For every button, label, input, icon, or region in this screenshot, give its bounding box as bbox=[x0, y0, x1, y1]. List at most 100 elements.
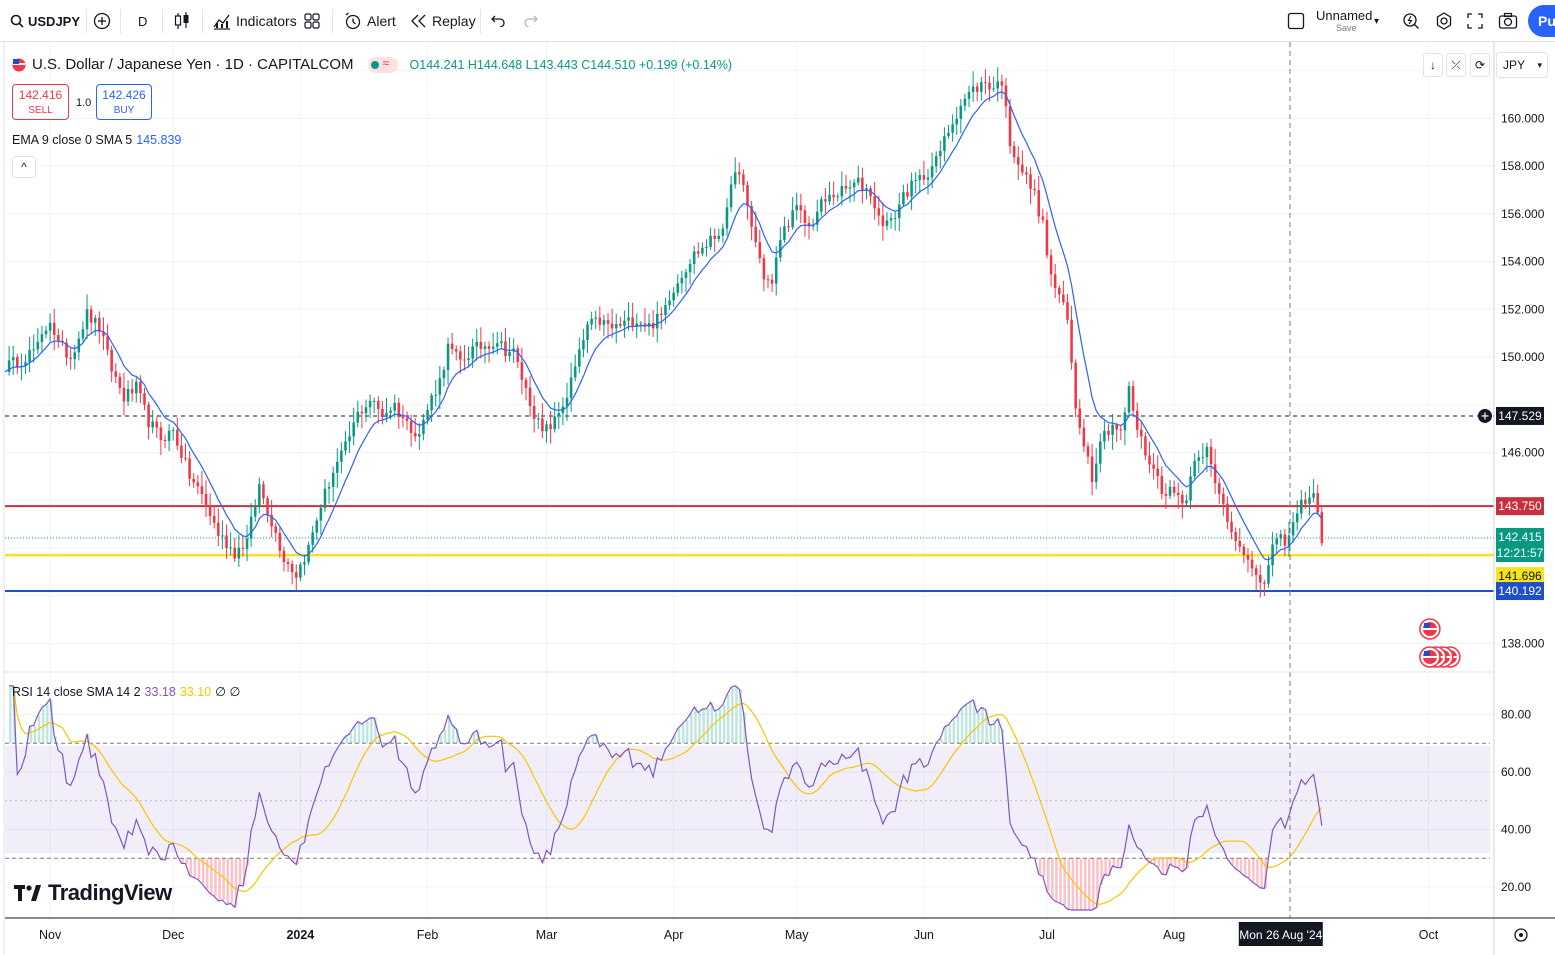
time-axis[interactable]: Nov Dec 2024 Feb Mar Apr May Jun Jul Aug Oct Mon 26… bbox=[39, 922, 1439, 946]
layout-button[interactable] bbox=[1287, 0, 1305, 42]
candle-body bbox=[918, 175, 922, 180]
flag-canton bbox=[1423, 651, 1430, 656]
candle-body bbox=[500, 341, 503, 344]
candle-body bbox=[204, 494, 208, 505]
candle-body bbox=[705, 247, 708, 249]
candle-body bbox=[528, 387, 532, 407]
candle-body bbox=[401, 415, 405, 419]
candle-body bbox=[1140, 429, 1143, 437]
scroll-down-button[interactable]: ↓ bbox=[1423, 53, 1443, 77]
us-flag-event[interactable] bbox=[1419, 618, 1441, 640]
rsi-tick-label: 20.00 bbox=[1501, 880, 1531, 894]
candle-body bbox=[754, 226, 757, 243]
candle-body bbox=[372, 400, 376, 402]
templates-button[interactable] bbox=[304, 0, 320, 42]
time-tick-label: Mar bbox=[536, 928, 558, 942]
candle-body bbox=[865, 188, 868, 191]
candle-body bbox=[364, 407, 368, 414]
candle-body bbox=[955, 118, 958, 125]
candle-body bbox=[1160, 476, 1164, 494]
level-price-badge bbox=[1496, 406, 1544, 425]
publish-button[interactable]: Pu bbox=[1528, 5, 1555, 37]
reset-scale-button[interactable]: ⟳ bbox=[1470, 53, 1490, 77]
us-flag-event-group[interactable] bbox=[1419, 646, 1441, 668]
alert-button[interactable]: Alert bbox=[344, 0, 396, 42]
ema-legend[interactable]: EMA 9 close 0 SMA 5 145.839 bbox=[12, 133, 181, 147]
ema-value: 145.839 bbox=[136, 133, 182, 147]
candle-body bbox=[758, 242, 762, 259]
candle-body bbox=[623, 320, 626, 326]
layout-name: Unnamed bbox=[1316, 7, 1373, 23]
settings-gear-axis[interactable] bbox=[1514, 928, 1528, 942]
redo-button[interactable] bbox=[524, 0, 538, 42]
symbol-search-button[interactable]: USDJPY bbox=[10, 0, 80, 42]
collapse-legend-button[interactable]: ^ bbox=[12, 156, 36, 178]
candle-body bbox=[668, 300, 671, 306]
compare-button[interactable] bbox=[93, 0, 111, 42]
chart-type-button[interactable] bbox=[174, 0, 190, 42]
candle-body bbox=[98, 318, 101, 332]
candle-body bbox=[869, 188, 872, 197]
interval-button[interactable]: D bbox=[138, 13, 148, 29]
quick-search-button[interactable] bbox=[1402, 0, 1420, 42]
candle-body bbox=[713, 235, 716, 239]
candle-body bbox=[639, 323, 643, 325]
candle-body bbox=[1267, 565, 1270, 584]
candle-body bbox=[229, 547, 232, 549]
layout-name-button[interactable]: Unnamed Save bbox=[1316, 0, 1372, 42]
candle-body bbox=[336, 461, 339, 473]
candle-body bbox=[1008, 106, 1012, 147]
candle-body bbox=[856, 177, 860, 183]
replay-button[interactable]: Replay bbox=[411, 0, 476, 42]
candle-body bbox=[171, 429, 175, 431]
sell-button[interactable]: 142.416 SELL bbox=[12, 84, 69, 120]
fullscreen-button[interactable] bbox=[1467, 0, 1483, 42]
candle-body bbox=[508, 351, 511, 357]
event-markers[interactable] bbox=[1419, 618, 1461, 668]
rsi-sma-value: 33.10 bbox=[179, 685, 212, 699]
candle-body bbox=[1271, 544, 1274, 566]
candle-body bbox=[807, 222, 811, 227]
settings-button[interactable] bbox=[1435, 0, 1453, 42]
candle-body bbox=[1033, 188, 1036, 191]
collapse-pane-button[interactable]: ⤫ bbox=[1446, 53, 1466, 77]
candle-body bbox=[377, 400, 380, 409]
buy-button[interactable]: 142.426 BUY bbox=[96, 84, 152, 120]
candle-body bbox=[709, 235, 712, 248]
undo-icon bbox=[491, 15, 505, 27]
candle-body bbox=[828, 194, 831, 202]
candle-body bbox=[1205, 446, 1209, 458]
candle-body bbox=[910, 180, 913, 197]
snapshot-button[interactable] bbox=[1498, 0, 1518, 42]
candle-body bbox=[1283, 534, 1287, 546]
candle-body bbox=[939, 150, 942, 157]
rsi-axis[interactable]: 20.00 40.00 60.00 80.00 bbox=[1501, 708, 1531, 895]
candle-body bbox=[48, 322, 52, 331]
gear-icon[interactable] bbox=[1514, 928, 1528, 942]
candle-body bbox=[959, 105, 963, 119]
candle-body bbox=[914, 179, 917, 181]
candle-body bbox=[672, 292, 675, 301]
candle-body bbox=[393, 402, 396, 411]
rsi-legend[interactable]: RSI 14 close SMA 14 2 33.18 33.10 ∅ ∅ bbox=[12, 684, 240, 699]
candle-body bbox=[1115, 424, 1118, 430]
candle-body bbox=[906, 192, 909, 197]
tradingview-logo[interactable]: TradingView bbox=[14, 880, 172, 906]
currency-select[interactable]: JPY ▾ bbox=[1496, 52, 1548, 78]
indicators-button[interactable]: Indicators bbox=[213, 0, 297, 42]
chart-canvas[interactable]: 138.000 146.000 150.000 152.000 154.000 156.0… bbox=[0, 42, 1555, 955]
undo-button[interactable] bbox=[491, 0, 505, 42]
grid bbox=[5, 42, 1494, 918]
candle-body bbox=[524, 379, 528, 388]
candle-body bbox=[368, 400, 372, 408]
candle-body bbox=[1295, 513, 1299, 523]
buy-label: BUY bbox=[113, 105, 135, 116]
candle-body bbox=[274, 526, 278, 533]
price-axis[interactable]: 138.000 146.000 150.000 152.000 154.000 156.0… bbox=[1501, 64, 1545, 651]
candle-body bbox=[996, 81, 1000, 89]
candle-body bbox=[1217, 483, 1221, 494]
symbol-title[interactable]: U.S. Dollar / Japanese Yen · 1D · CAPITA… bbox=[32, 56, 354, 73]
chevron-down-icon[interactable]: ▾ bbox=[1374, 15, 1380, 27]
candle-body bbox=[746, 185, 749, 206]
candle-body bbox=[943, 136, 946, 151]
